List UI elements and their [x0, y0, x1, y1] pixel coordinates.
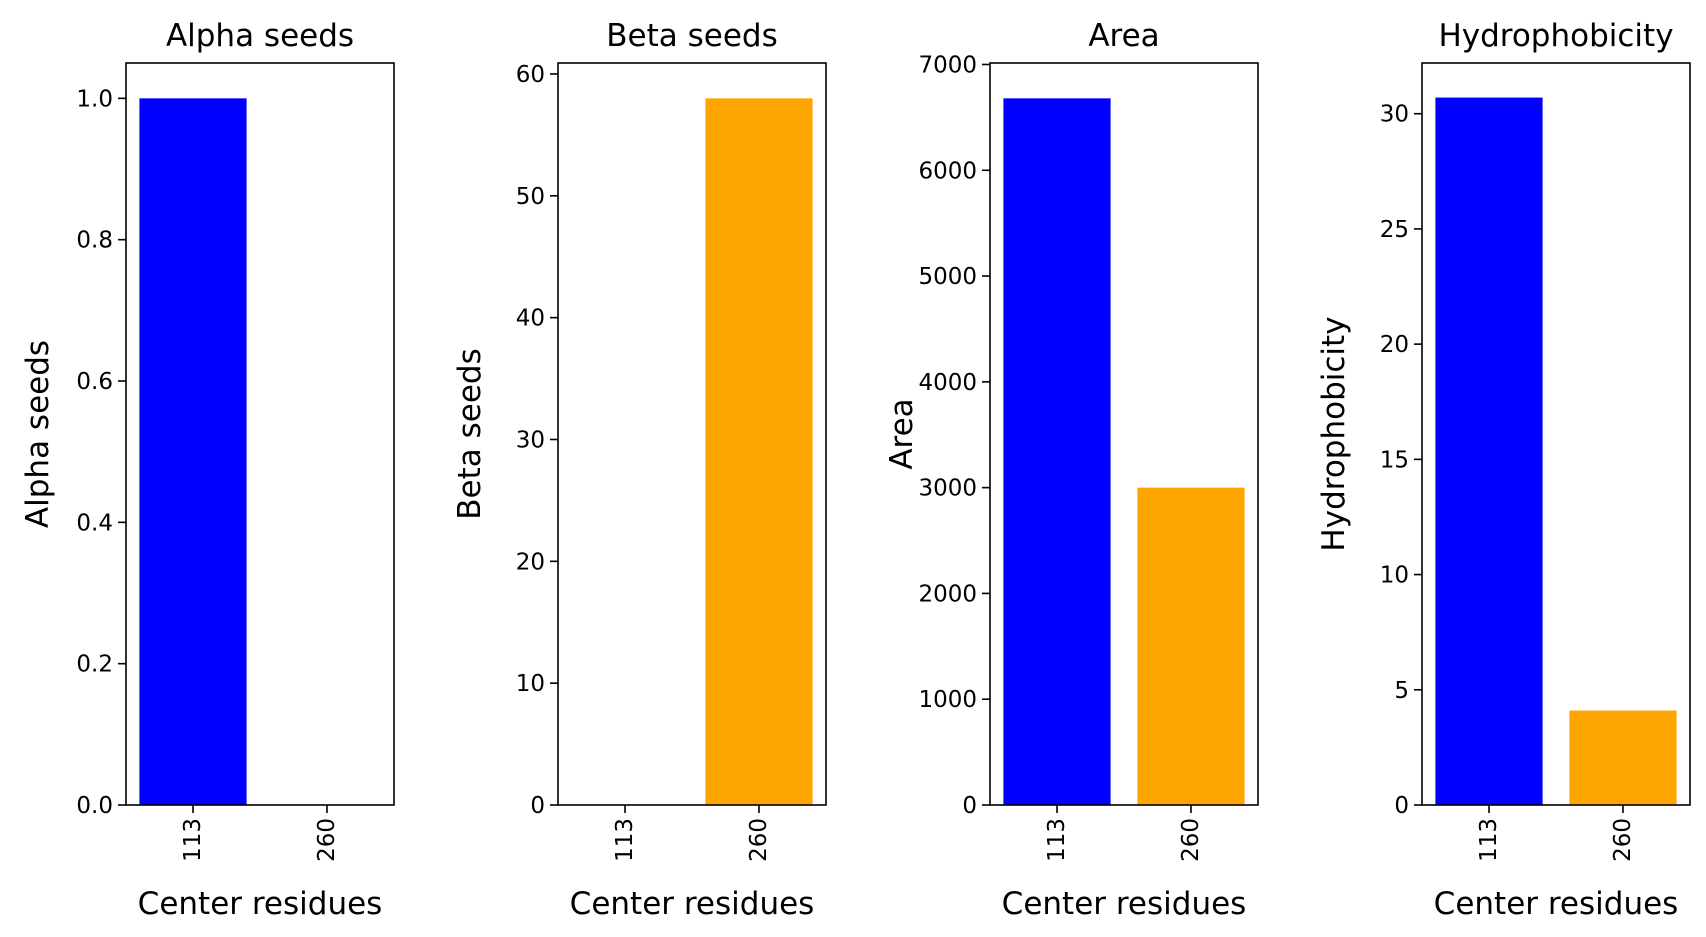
y-tick-label: 60	[516, 62, 545, 88]
y-tick-label: 5	[1394, 678, 1409, 704]
subplot-area: Area Center residues Area 0 1000 2000 3000 4…	[884, 18, 1259, 922]
y-tick-label: 25	[1380, 217, 1409, 243]
y-tick-label: 4000	[918, 370, 977, 396]
x-axis-label: Center residues	[1002, 886, 1247, 922]
y-tick-label: 0	[530, 793, 545, 819]
x-tick-label: 260	[746, 818, 772, 862]
x-axis-label: Center residues	[570, 886, 815, 922]
x-axis-label: Center residues	[1434, 886, 1679, 922]
x-tick-label: 113	[612, 818, 638, 862]
y-tick-label: 30	[516, 427, 545, 453]
bar-260	[705, 98, 813, 806]
y-axis-label: Area	[884, 398, 920, 469]
y-tick-label: 7000	[918, 52, 977, 78]
y-tick-label: 10	[516, 671, 545, 697]
y-tick-label: 1.0	[76, 86, 113, 112]
y-tick-label: 20	[1380, 332, 1409, 358]
axes-frame	[125, 62, 395, 806]
y-tick-label: 0	[1394, 793, 1409, 819]
y-tick-label: 15	[1380, 447, 1409, 473]
y-tick-label: 0.4	[76, 510, 113, 536]
y-tick-label: 30	[1380, 102, 1409, 128]
axes-frame	[557, 62, 827, 806]
x-tick-label: 260	[1610, 818, 1636, 862]
subplot-alpha-seeds: Alpha seeds Center residues Alpha seeds …	[20, 18, 395, 922]
y-tick-label: 0.6	[76, 369, 113, 395]
x-axis-label: Center residues	[138, 886, 383, 922]
y-tick-label: 0.0	[76, 793, 113, 819]
chart-title: Hydrophobicity	[1438, 18, 1673, 54]
bar-260	[1569, 710, 1677, 805]
bar-113	[1003, 98, 1111, 806]
y-tick-label: 0.2	[76, 652, 113, 678]
y-tick-label: 3000	[918, 476, 977, 502]
y-tick-label: 1000	[918, 687, 977, 713]
y-tick-label: 2000	[918, 581, 977, 607]
y-axis-label: Hydrophobicity	[1316, 316, 1352, 551]
y-tick-label: 20	[516, 549, 545, 575]
y-tick-label: 40	[516, 306, 545, 332]
y-tick-label: 5000	[918, 264, 977, 290]
y-tick-label: 10	[1380, 563, 1409, 589]
subplot-hydrophobicity: Hydrophobicity Center residues Hydrophob…	[1316, 18, 1691, 922]
y-axis-label: Beta seeds	[452, 348, 488, 519]
y-tick-label: 0.8	[76, 228, 113, 254]
chart-title: Area	[1088, 18, 1159, 54]
bar-113	[1435, 97, 1543, 806]
axes-frame	[1421, 62, 1691, 806]
x-tick-label: 260	[1178, 818, 1204, 862]
y-tick-label: 0	[962, 793, 977, 819]
chart-title: Alpha seeds	[166, 18, 354, 54]
subplot-beta-seeds: Beta seeds Center residues Beta seeds 0 1…	[452, 18, 827, 922]
y-axis-label: Alpha seeds	[20, 340, 56, 528]
x-tick-label: 260	[314, 818, 340, 862]
x-tick-label: 113	[1476, 818, 1502, 862]
y-tick-label: 50	[516, 184, 545, 210]
bar-113	[139, 98, 247, 806]
x-tick-label: 113	[180, 818, 206, 862]
bar-260	[1137, 487, 1245, 805]
x-tick-label: 113	[1044, 818, 1070, 862]
axes-frame	[989, 62, 1259, 806]
chart-title: Beta seeds	[606, 18, 777, 54]
y-tick-label: 6000	[918, 158, 977, 184]
